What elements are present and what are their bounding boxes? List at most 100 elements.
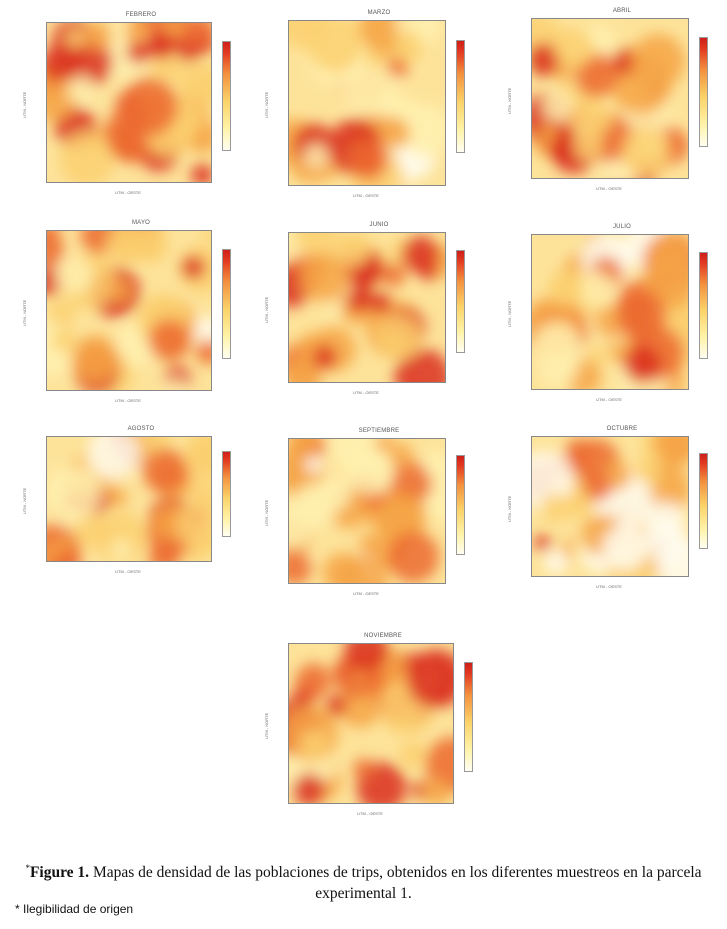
map-panel-noviembre: NOVIEMBRE UTM - NORTE UTM - OESTE [262, 633, 492, 838]
color-scale-bar [456, 455, 465, 556]
legibility-note: * Ilegibilidad de origen [15, 902, 134, 916]
y-axis-label: UTM - NORTE [507, 87, 512, 114]
density-blob [378, 493, 428, 542]
density-blob [55, 537, 72, 554]
density-blob [322, 552, 363, 583]
density-blob [401, 235, 440, 274]
density-map [288, 643, 454, 804]
caption-text: Mapas de densidad de las poblaciones de … [89, 864, 702, 903]
map-panel-mayo: MAYO UTM - NORTE UTM - OESTE [20, 220, 250, 425]
map-title: MAYO [131, 220, 151, 226]
density-blob [313, 345, 337, 369]
density-blob [361, 669, 386, 694]
map-title: SEPTIEMBRE [358, 428, 400, 434]
density-blob [83, 23, 113, 51]
map-panel-junio: JUNIO UTM - NORTE UTM - OESTE [262, 222, 484, 417]
color-scale-bar [222, 41, 231, 152]
density-blob [623, 344, 662, 383]
map-title: OCTUBRE [606, 426, 638, 432]
density-blob [541, 493, 570, 523]
density-blob [164, 23, 184, 37]
x-axis-label: UTM - OESTE [115, 190, 141, 195]
map-panel-abril: ABRIL UTM - NORTE UTM - OESTE [505, 8, 727, 213]
density-blob [621, 127, 671, 177]
density-blob [590, 347, 608, 365]
caption-label: Figure 1. [29, 864, 90, 882]
density-blob [382, 263, 406, 287]
x-axis-label: UTM - OESTE [115, 569, 141, 574]
density-blob [95, 512, 147, 561]
density-blob [344, 644, 389, 673]
density-blob [656, 537, 688, 576]
density-map [288, 20, 446, 186]
density-blob [532, 43, 560, 77]
map-title: NOVIEMBRE [364, 633, 402, 639]
density-blob [87, 437, 139, 480]
density-map [288, 232, 446, 383]
density-map [46, 230, 212, 391]
color-scale-bar [699, 37, 708, 148]
y-axis-label: UTM - NORTE [507, 300, 512, 327]
y-axis-label: UTM - NORTE [264, 499, 269, 526]
density-blob [289, 439, 319, 459]
density-blob [55, 256, 94, 294]
density-blob [532, 450, 574, 510]
density-blob [52, 328, 77, 353]
x-axis-label: UTM - OESTE [353, 193, 379, 198]
density-blob [111, 539, 132, 560]
density-blob [295, 663, 331, 699]
density-blob [393, 31, 424, 62]
color-scale-bar [222, 450, 231, 538]
density-blob [537, 123, 558, 144]
density-map [46, 436, 212, 562]
density-map [531, 436, 689, 577]
density-map [46, 22, 212, 183]
density-blob [303, 143, 329, 170]
map-panel-octubre: OCTUBRE UTM - NORTE UTM - OESTE [505, 426, 727, 611]
density-blob [602, 524, 649, 571]
color-scale-bar [456, 249, 465, 354]
density-blob [388, 443, 414, 468]
density-blob [630, 33, 686, 89]
color-scale-bar [699, 452, 708, 550]
density-blob [369, 292, 392, 314]
density-blob [299, 251, 351, 303]
density-blob [119, 77, 179, 137]
density-blob [107, 487, 127, 507]
y-axis-label: UTM - NORTE [22, 487, 27, 514]
density-blob [108, 279, 131, 303]
density-blob [376, 314, 422, 360]
density-blob [176, 497, 211, 553]
y-axis-label: UTM - NORTE [507, 495, 512, 522]
density-blob [304, 455, 323, 474]
map-title: JUNIO [369, 222, 389, 228]
density-blob [573, 129, 604, 160]
density-blob [190, 163, 211, 182]
y-axis-label: UTM - NORTE [22, 299, 27, 326]
density-blob [325, 694, 347, 716]
density-blob [399, 740, 427, 768]
density-blob [306, 21, 363, 72]
x-axis-label: UTM - OESTE [596, 397, 622, 402]
map-title: FEBRERO [125, 12, 157, 18]
color-scale-bar [464, 662, 473, 773]
density-blob [554, 29, 595, 69]
density-blob [47, 236, 65, 267]
density-blob [299, 729, 329, 759]
density-blob [644, 501, 686, 543]
density-blob [319, 476, 353, 510]
density-blob [289, 362, 321, 382]
density-blob [66, 29, 86, 49]
density-blob [47, 545, 57, 561]
density-blob [70, 335, 120, 385]
density-blob [532, 322, 582, 372]
density-blob [202, 231, 211, 242]
map-panel-septiembre: SEPTIEMBRE UTM - NORTE UTM - OESTE [262, 428, 484, 618]
density-blob [387, 56, 409, 78]
density-blob [616, 291, 667, 342]
density-blob [635, 463, 654, 482]
density-blob [67, 76, 96, 105]
density-blob [579, 103, 613, 137]
x-axis-label: UTM - OESTE [596, 186, 622, 191]
x-axis-label: UTM - OESTE [353, 390, 379, 395]
